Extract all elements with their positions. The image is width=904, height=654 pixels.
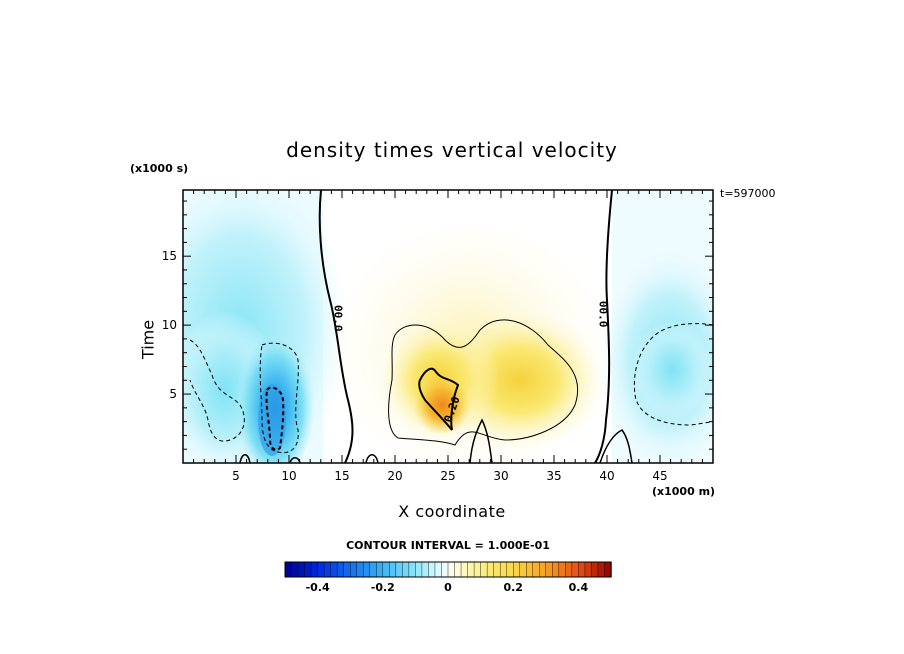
axes: 5 10 15 20 25 30 35 40 45 5 10 15 bbox=[162, 189, 714, 483]
colorbar-cell bbox=[434, 561, 443, 578]
colorbar-cell bbox=[565, 561, 573, 578]
contour-neg-0.1-mid bbox=[259, 342, 299, 454]
colorbar-cell bbox=[356, 561, 364, 578]
colorbar-tick-label: 0.2 bbox=[503, 581, 523, 594]
colorbar-cell bbox=[454, 561, 462, 578]
colorbar-cell bbox=[480, 561, 488, 578]
colorbar-cell bbox=[415, 561, 423, 578]
contour-label: 00.0 bbox=[597, 301, 610, 328]
colorbar-cell bbox=[317, 561, 325, 578]
x-tick-label: 10 bbox=[281, 469, 296, 483]
x-tick-label: 30 bbox=[493, 469, 508, 483]
x-tick-label: 25 bbox=[440, 469, 455, 483]
colorbar-cell bbox=[343, 561, 351, 578]
colorbar-cell bbox=[532, 561, 540, 578]
colorbar-cell bbox=[591, 561, 599, 578]
contour-0.1 bbox=[388, 319, 579, 446]
field-shading bbox=[183, 190, 713, 463]
colorbar: -0.4 -0.2 0 0.2 0.4 bbox=[284, 561, 612, 594]
colorbar-cell bbox=[421, 561, 430, 578]
colorbar-cell bbox=[513, 561, 521, 578]
y-tick-label: 15 bbox=[162, 249, 177, 263]
time-stamp: t=597000 bbox=[720, 187, 776, 200]
colorbar-cell bbox=[519, 561, 527, 578]
colorbar-cell bbox=[310, 561, 319, 578]
colorbar-cell bbox=[447, 561, 456, 578]
colorbar-cell bbox=[597, 561, 606, 578]
x-tick-label: 35 bbox=[546, 469, 561, 483]
colorbar-cell bbox=[408, 561, 417, 578]
colorbar-cell bbox=[571, 561, 580, 578]
colorbar-cell bbox=[499, 561, 508, 578]
colorbar-tick-label: 0.4 bbox=[569, 581, 589, 594]
y-tick-label: 10 bbox=[162, 318, 177, 332]
x-tick-label: 40 bbox=[599, 469, 614, 483]
colorbar-tick-label: -0.2 bbox=[371, 581, 395, 594]
colorbar-cell bbox=[552, 561, 560, 578]
x-tick-label: 5 bbox=[232, 469, 240, 483]
colorbar-frame bbox=[284, 561, 612, 578]
x-axis-unit: (x1000 m) bbox=[652, 485, 716, 498]
colorbar-cell bbox=[369, 561, 377, 578]
colorbar-cell bbox=[428, 561, 436, 578]
colorbar-cell bbox=[506, 561, 514, 578]
colorbar-cell bbox=[604, 561, 612, 578]
contour-neg-0.1-left bbox=[189, 339, 245, 442]
contour-lines bbox=[189, 190, 713, 463]
colorbar-cell bbox=[526, 561, 534, 578]
contour-neg-0.2-mid bbox=[265, 386, 285, 451]
colorbar-cell bbox=[545, 561, 554, 578]
colorbar-cell bbox=[473, 561, 482, 578]
colorbar-cell bbox=[297, 561, 306, 578]
y-tick-label: 5 bbox=[169, 387, 177, 401]
colorbar-cell bbox=[291, 561, 299, 578]
colorbar-cell bbox=[460, 561, 469, 578]
colorbar-cell bbox=[382, 561, 391, 578]
colorbar-cell bbox=[395, 561, 404, 578]
colorbar-cell bbox=[330, 561, 338, 578]
colorbar-cell bbox=[467, 561, 475, 578]
colorbar-cell bbox=[493, 561, 501, 578]
colorbar-cell bbox=[402, 561, 410, 578]
contour-interval-label: CONTOUR INTERVAL = 1.000E-01 bbox=[346, 539, 550, 552]
colorbar-cell bbox=[389, 561, 397, 578]
colorbar-cell bbox=[376, 561, 384, 578]
x-tick-label: 45 bbox=[652, 469, 667, 483]
colorbar-cell bbox=[584, 561, 593, 578]
colorbar-cell bbox=[363, 561, 371, 578]
y-axis-unit: (x1000 s) bbox=[130, 162, 189, 175]
colorbar-cell bbox=[323, 561, 332, 578]
contour-label: 00.0 bbox=[332, 305, 345, 332]
colorbar-tick-label: 0 bbox=[444, 581, 452, 594]
colorbar-cell bbox=[558, 561, 567, 578]
colorbar-cell bbox=[486, 561, 495, 578]
colorbar-cell bbox=[350, 561, 358, 578]
x-tick-label: 15 bbox=[334, 469, 349, 483]
colorbar-cell bbox=[284, 561, 293, 578]
colorbar-cell bbox=[578, 561, 586, 578]
x-tick-label: 20 bbox=[387, 469, 402, 483]
x-axis-label: X coordinate bbox=[398, 502, 506, 521]
chart-title: density times vertical velocity bbox=[286, 138, 618, 162]
colorbar-cell bbox=[539, 561, 547, 578]
contour-0.2 bbox=[418, 367, 460, 431]
colorbar-cell bbox=[304, 561, 312, 578]
zero-contour-right bbox=[594, 190, 613, 463]
contour-neg-0.1-right bbox=[633, 323, 713, 426]
bottom-blips bbox=[239, 418, 633, 463]
colorbar-cell bbox=[441, 561, 449, 578]
colorbar-tick-label: -0.4 bbox=[306, 581, 330, 594]
colorbar-cell bbox=[336, 561, 345, 578]
zero-contour-left bbox=[318, 190, 354, 463]
